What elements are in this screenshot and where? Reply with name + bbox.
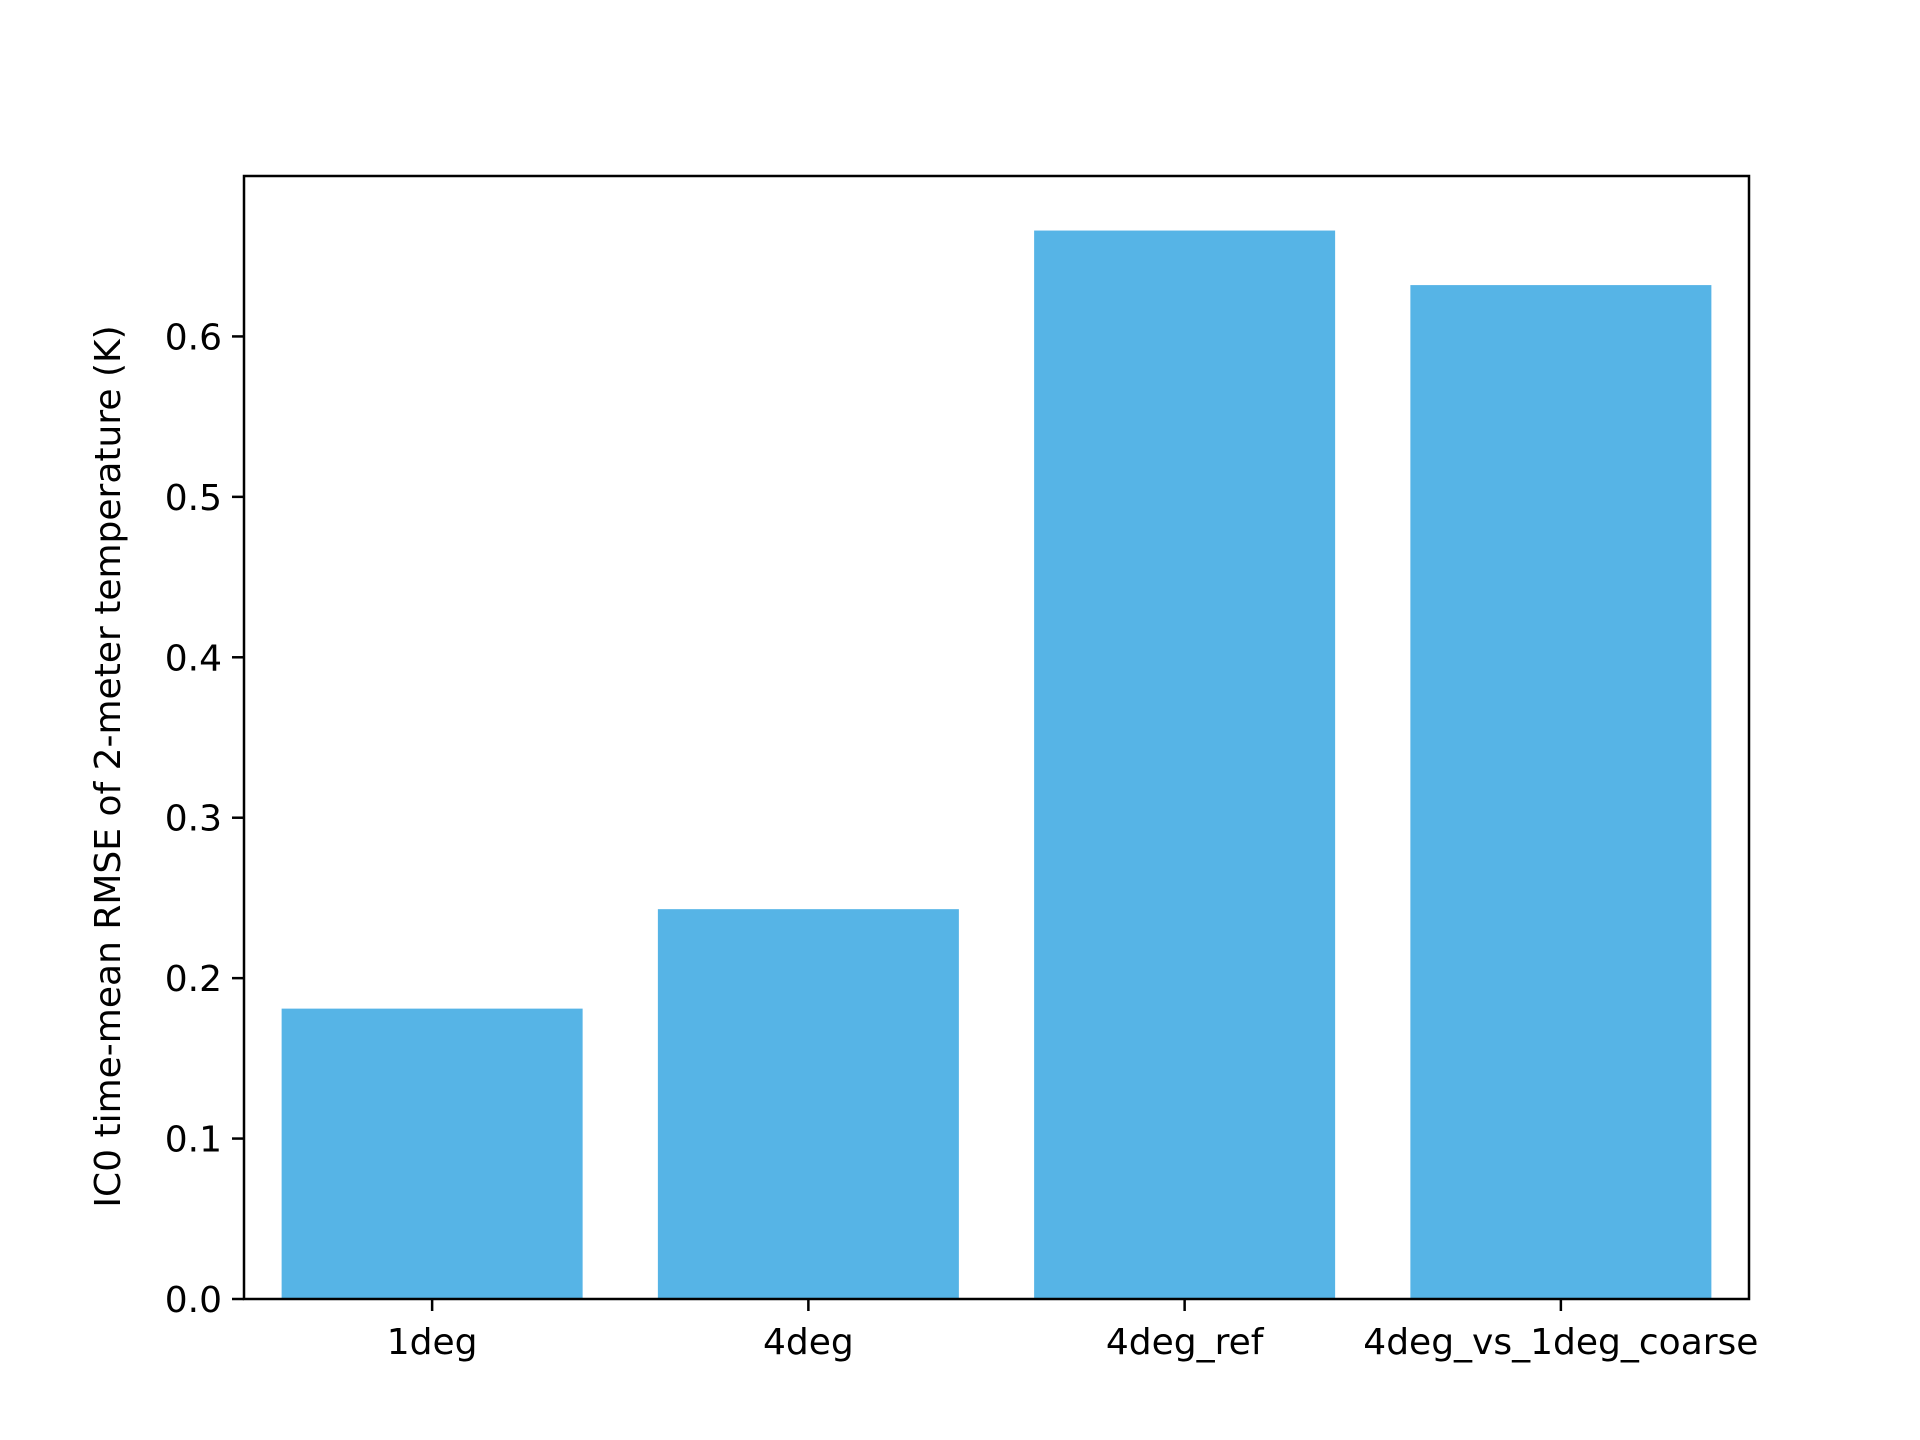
plot-frame — [242, 174, 1751, 1301]
bar-4deg-ref — [1034, 230, 1336, 1300]
y-axis-ticks: 0.0 0.1 0.2 0.3 0.4 0.5 0.6 — [165, 317, 244, 1321]
bars-layer — [281, 230, 1712, 1300]
x-tick-label: 4deg_ref — [1106, 1322, 1265, 1363]
x-tick-label: 4deg — [763, 1322, 854, 1363]
y-tick-label: 0.0 — [165, 1280, 222, 1321]
y-tick-label: 0.5 — [165, 478, 222, 519]
y-tick-label: 0.3 — [165, 799, 222, 840]
x-axis-ticks: 1deg 4deg 4deg_ref 4deg_vs_1deg_coarse — [387, 1299, 1758, 1363]
x-tick-label: 4deg_vs_1deg_coarse — [1363, 1322, 1758, 1363]
bar-1deg — [281, 1008, 583, 1299]
y-tick-label: 0.4 — [165, 638, 222, 679]
y-tick-label: 0.1 — [165, 1120, 222, 1161]
x-tick-label: 1deg — [387, 1322, 478, 1363]
y-tick-label: 0.6 — [165, 317, 222, 358]
bar-4deg — [657, 909, 959, 1299]
y-axis-title: IC0 time-mean RMSE of 2-meter temperatur… — [88, 325, 129, 1207]
bar-4deg-vs-1deg-coarse — [1410, 285, 1712, 1299]
y-tick-label: 0.2 — [165, 959, 222, 1000]
